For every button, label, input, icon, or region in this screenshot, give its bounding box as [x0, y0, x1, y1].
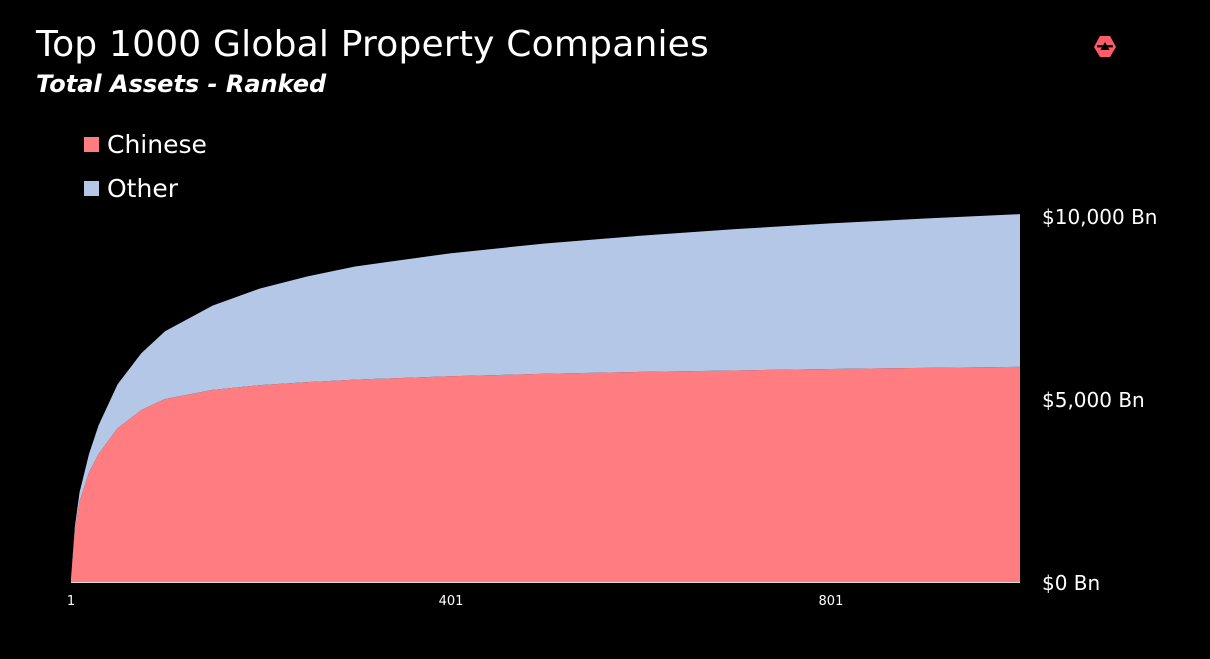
legend-label-other: Other	[107, 173, 178, 203]
area-series-chinese	[71, 366, 1020, 582]
x-tick-label: 401	[439, 594, 464, 609]
legend-swatch-other	[84, 180, 99, 196]
legend-item-chinese: Chinese	[84, 122, 207, 166]
y-tick-label: $0 Bn	[1042, 571, 1100, 595]
x-tick-label: 801	[819, 594, 844, 609]
legend-item-other: Other	[84, 166, 207, 210]
legend: Chinese Other	[84, 122, 207, 210]
chart-subtitle: Total Assets - Ranked	[36, 70, 327, 98]
chart-axes: 1 401 801 $0 Bn $5,000 Bn $10,000 Bn	[67, 205, 1158, 609]
y-tick-label: $5,000 Bn	[1042, 388, 1145, 412]
plot-area	[71, 214, 1020, 582]
x-tick-label: 1	[67, 594, 75, 609]
brand-logo-icon	[1094, 36, 1116, 57]
legend-label-chinese: Chinese	[107, 129, 207, 159]
area-series-other	[71, 214, 1020, 579]
chart-title: Top 1000 Global Property Companies	[36, 24, 709, 65]
y-tick-label: $10,000 Bn	[1042, 205, 1157, 229]
legend-swatch-chinese	[84, 136, 99, 152]
